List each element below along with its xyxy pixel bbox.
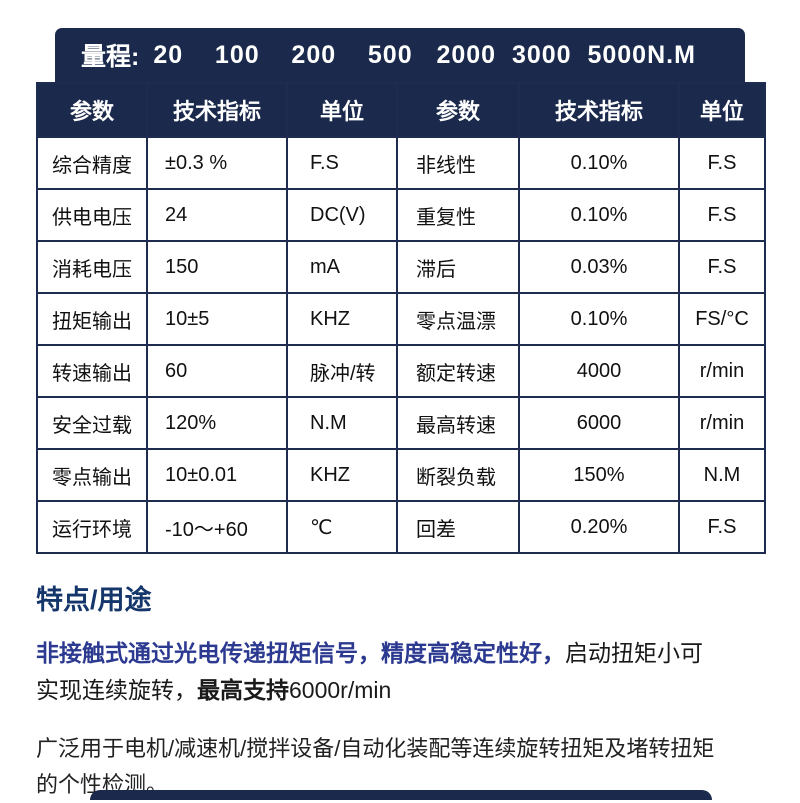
table-cell: F.S (678, 136, 766, 190)
table-cell: 6000 (518, 396, 680, 450)
features-title: 特点/用途 (36, 585, 152, 615)
table-cell: 0.20% (518, 500, 680, 554)
table-cell: 10±5 (146, 292, 288, 346)
table-cell: N.M (286, 396, 398, 450)
table-cell: 0.10% (518, 292, 680, 346)
column-header: 技术指标 (146, 82, 288, 138)
table-cell: r/min (678, 344, 766, 398)
column-header: 单位 (286, 82, 398, 138)
table-cell: 额定转速 (396, 344, 520, 398)
table-cell: ±0.3 % (146, 136, 288, 190)
feature-highlight-text: 非接触式通过光电传递扭矩信号，精度高稳定性好， (36, 640, 565, 666)
table-cell: N.M (678, 448, 766, 502)
table-cell: -10～+60 (146, 500, 288, 554)
table-cell: 综合精度 (36, 136, 148, 190)
table-cell: 24 (146, 188, 288, 242)
table-cell: 重复性 (396, 188, 520, 242)
table-cell: 10±0.01 (146, 448, 288, 502)
table-cell: 零点温漂 (396, 292, 520, 346)
column-header: 单位 (678, 82, 766, 138)
table-row: 供电电压 24 DC(V) 重复性 0.10% F.S (36, 188, 766, 242)
spec-table-body: 综合精度 ±0.3 % F.S 非线性 0.10% F.S 供电电压 24 DC(V) 重复性 0.… (36, 136, 766, 554)
table-row: 零点输出 10±0.01 KHZ 断裂负载 150% N.M (36, 448, 766, 502)
bottom-banner-partial (90, 790, 712, 800)
table-cell: 0.10% (518, 136, 680, 190)
table-cell: 非线性 (396, 136, 520, 190)
table-cell: mA (286, 240, 398, 294)
table-cell: r/min (678, 396, 766, 450)
feature-paragraph-2: 广泛用于电机/减速机/搅拌设备/自动化装配等连续旋转扭矩及堵转扭矩的个性检测。 (36, 736, 715, 797)
table-cell: 零点输出 (36, 448, 148, 502)
feature-normal-text-1: 启动扭矩小可 (565, 640, 703, 666)
table-cell: 消耗电压 (36, 240, 148, 294)
table-cell: F.S (678, 500, 766, 554)
table-cell: 供电电压 (36, 188, 148, 242)
spec-table-head: 参数 技术指标 单位 参数 技术指标 单位 (36, 82, 766, 138)
table-cell: 120% (146, 396, 288, 450)
table-cell: 0.03% (518, 240, 680, 294)
table-cell: 滞后 (396, 240, 520, 294)
column-header: 参数 (396, 82, 520, 138)
table-cell: 脉冲/转 (286, 344, 398, 398)
table-cell: 0.10% (518, 188, 680, 242)
table-cell: F.S (286, 136, 398, 190)
feature-tail-text: 6000r/min (289, 677, 392, 703)
table-cell: DC(V) (286, 188, 398, 242)
table-cell: 4000 (518, 344, 680, 398)
table-cell: KHZ (286, 448, 398, 502)
table-cell: F.S (678, 188, 766, 242)
table-cell: KHZ (286, 292, 398, 346)
feature-bold-text: 最高支持 (197, 677, 289, 703)
column-header: 参数 (36, 82, 148, 138)
table-cell: 150 (146, 240, 288, 294)
column-header: 技术指标 (518, 82, 680, 138)
table-row: 运行环境 -10～+60 ℃ 回差 0.20% F.S (36, 500, 766, 554)
table-cell: FS/°C (678, 292, 766, 346)
table-cell: 运行环境 (36, 500, 148, 554)
table-cell: ℃ (286, 500, 398, 554)
table-cell: 断裂负载 (396, 448, 520, 502)
feature-paragraph-1: 非接触式通过光电传递扭矩信号，精度高稳定性好，启动扭矩小可 实现连续旋转，最高支… (36, 635, 764, 709)
table-row: 扭矩输出 10±5 KHZ 零点温漂 0.10% FS/°C (36, 292, 766, 346)
spec-table: 参数 技术指标 单位 参数 技术指标 单位 综合精度 ±0.3 % F.S 非线性 0.10% F.… (36, 82, 766, 554)
table-cell: 60 (146, 344, 288, 398)
table-row: 转速输出 60 脉冲/转 额定转速 4000 r/min (36, 344, 766, 398)
table-row: 消耗电压 150 mA 滞后 0.03% F.S (36, 240, 766, 294)
table-row: 安全过载 120% N.M 最高转速 6000 r/min (36, 396, 766, 450)
table-cell: 安全过载 (36, 396, 148, 450)
table-cell: 转速输出 (36, 344, 148, 398)
table-row: 综合精度 ±0.3 % F.S 非线性 0.10% F.S (36, 136, 766, 190)
table-cell: 150% (518, 448, 680, 502)
range-values: 20 100 200 500 2000 3000 5000N.M (153, 40, 696, 69)
table-cell: F.S (678, 240, 766, 294)
range-label: 量程: (81, 43, 140, 71)
table-cell: 回差 (396, 500, 520, 554)
range-banner: 量程: 20 100 200 500 2000 3000 5000N.M (55, 28, 745, 82)
feature-normal-text-2: 实现连续旋转， (36, 677, 197, 703)
table-cell: 扭矩输出 (36, 292, 148, 346)
table-cell: 最高转速 (396, 396, 520, 450)
